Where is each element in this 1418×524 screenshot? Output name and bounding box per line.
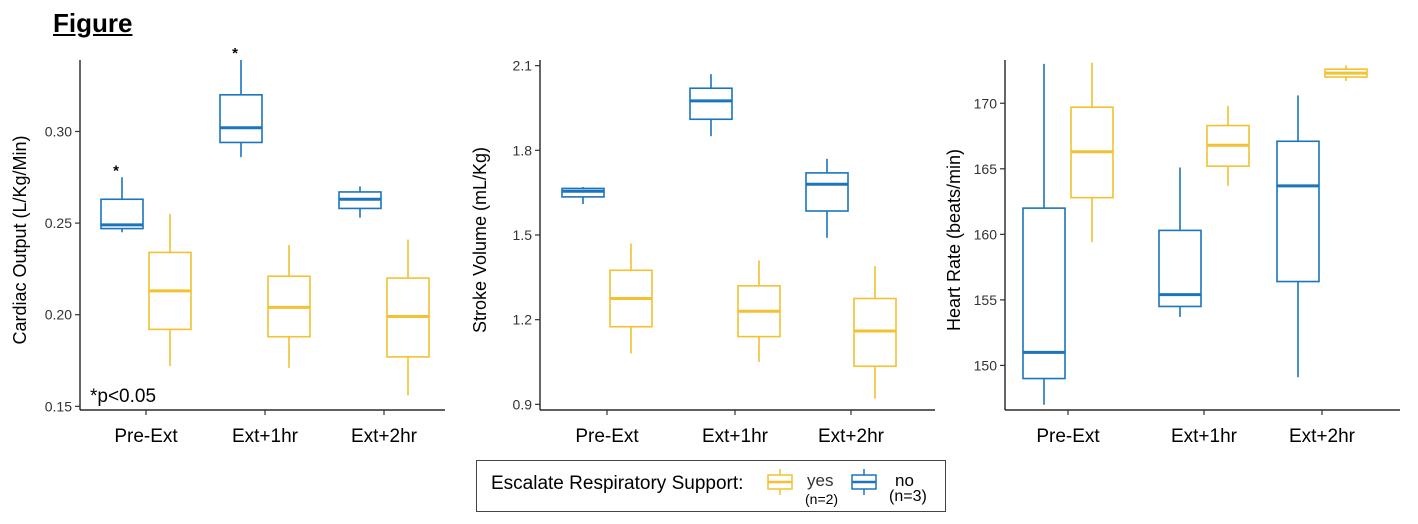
legend-n-yes: (n=2) [805, 491, 839, 507]
significance-star: * [232, 45, 238, 62]
legend-key-no [851, 469, 877, 495]
y-tick-label: 160 [974, 226, 998, 242]
box-iqr [1276, 140, 1320, 283]
x-tick-label: Pre-Ext [1036, 426, 1100, 447]
y-axis-label: Heart Rate (beats/min) [944, 149, 964, 331]
y-tick-label: 155 [974, 292, 998, 308]
x-tick-label: Pre-Ext [114, 426, 178, 447]
significance-star: * [113, 162, 119, 179]
y-tick-label: 0.20 [45, 307, 72, 323]
significance-note: *p<0.05 [90, 386, 156, 407]
y-tick-label: 165 [974, 161, 998, 177]
x-tick-label: Pre-Ext [575, 426, 639, 447]
legend-key-yes [767, 469, 793, 495]
legend-label-yes: yes [807, 471, 834, 490]
y-tick-label: 2.1 [513, 58, 533, 74]
figure-title: Figure [53, 8, 133, 38]
box-iqr [1022, 207, 1066, 380]
x-tick-label: Ext+1hr [702, 426, 769, 447]
y-tick-label: 0.30 [45, 123, 72, 139]
y-tick-label: 1.2 [513, 312, 533, 328]
legend-n-no: (n=3) [889, 488, 927, 505]
y-tick-label: 170 [974, 95, 998, 111]
y-axis-label: Stroke Volume (mL/Kg) [470, 147, 490, 333]
x-tick-label: Ext+1hr [232, 426, 299, 447]
box-iqr [219, 94, 263, 144]
box-iqr [805, 172, 849, 212]
y-tick-label: 0.25 [45, 215, 72, 231]
y-tick-label: 1.8 [513, 142, 533, 158]
box-iqr [689, 87, 733, 121]
legend-label-no: no [895, 471, 914, 490]
x-tick-label: Ext+2hr [1289, 426, 1356, 447]
x-tick-label: Ext+1hr [1171, 426, 1238, 447]
y-tick-label: 0.15 [45, 398, 72, 414]
x-tick-label: Ext+2hr [818, 426, 885, 447]
y-axis-label: Cardiac Output (L/Kg/Min) [10, 135, 30, 344]
y-tick-label: 0.9 [513, 396, 533, 412]
y-tick-label: 150 [974, 357, 998, 373]
legend: Escalate Respiratory Support: yes (n=2) … [476, 460, 946, 512]
legend-title: Escalate Respiratory Support: [491, 473, 744, 494]
x-tick-label: Ext+2hr [351, 426, 418, 447]
y-tick-label: 1.5 [513, 227, 533, 243]
